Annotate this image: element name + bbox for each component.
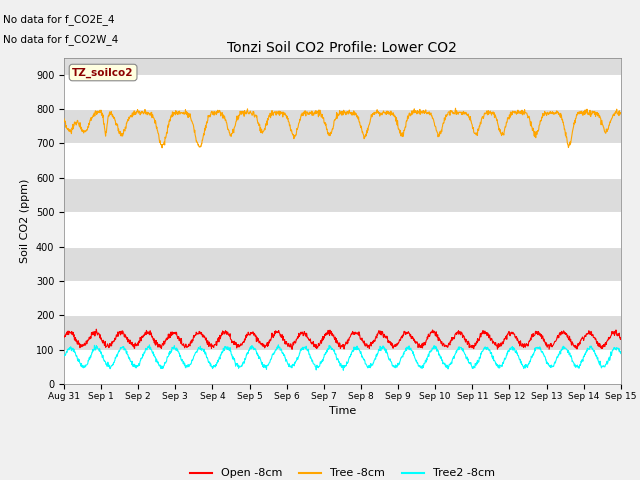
Text: TZ_soilco2: TZ_soilco2	[72, 67, 134, 78]
Bar	[64, 75, 621, 109]
Text: No data for f_CO2W_4: No data for f_CO2W_4	[3, 34, 118, 45]
Bar	[64, 144, 621, 178]
X-axis label: Time: Time	[329, 406, 356, 416]
Title: Tonzi Soil CO2 Profile: Lower CO2: Tonzi Soil CO2 Profile: Lower CO2	[227, 41, 458, 55]
Bar	[64, 349, 621, 384]
Bar	[64, 247, 621, 281]
Bar	[64, 40, 621, 75]
Bar	[64, 178, 621, 212]
Y-axis label: Soil CO2 (ppm): Soil CO2 (ppm)	[20, 179, 30, 263]
Bar	[64, 281, 621, 315]
Bar	[64, 315, 621, 349]
Bar	[64, 109, 621, 144]
Text: No data for f_CO2E_4: No data for f_CO2E_4	[3, 14, 115, 25]
Bar	[64, 212, 621, 247]
Legend: Open -8cm, Tree -8cm, Tree2 -8cm: Open -8cm, Tree -8cm, Tree2 -8cm	[186, 464, 499, 480]
